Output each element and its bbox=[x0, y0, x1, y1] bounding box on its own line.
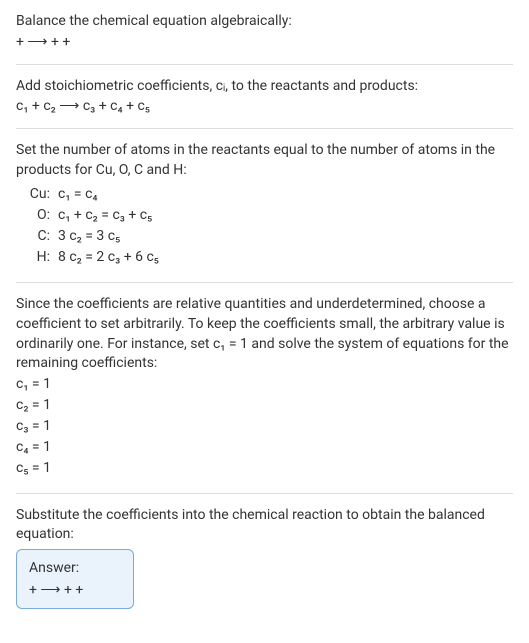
conditions-table: Cu: c₁ = c₄ O: c₁ + c₂ = c₃ + c₅ C: 3 c₂… bbox=[16, 184, 513, 268]
title-text: Balance the chemical equation algebraica… bbox=[16, 12, 513, 32]
section-add-coeffs: Add stoichiometric coefficients, cᵢ, to … bbox=[16, 77, 513, 130]
conditions-intro: Set the number of atoms in the reactants… bbox=[16, 141, 513, 180]
solution-item: c₅ = 1 bbox=[16, 458, 513, 479]
condition-equation: c₁ = c₄ bbox=[58, 184, 98, 205]
answer-equation: + ⟶ + + bbox=[29, 582, 83, 598]
arbitrary-intro: Since the coefficients are relative quan… bbox=[16, 295, 513, 373]
condition-equation: 8 c₂ = 2 c₃ + 6 c₅ bbox=[58, 247, 159, 268]
section-arbitrary: Since the coefficients are relative quan… bbox=[16, 295, 513, 493]
answer-label: Answer: bbox=[29, 560, 83, 576]
condition-label: C: bbox=[16, 226, 58, 247]
condition-equation: 3 c₂ = 3 c₅ bbox=[58, 226, 120, 247]
section-title: Balance the chemical equation algebraica… bbox=[16, 12, 513, 65]
section-substitute: Substitute the coefficients into the che… bbox=[16, 506, 513, 609]
condition-row: C: 3 c₂ = 3 c₅ bbox=[16, 226, 513, 247]
condition-label: Cu: bbox=[16, 184, 58, 205]
solution-item: c₃ = 1 bbox=[16, 416, 513, 437]
solution-item: c₄ = 1 bbox=[16, 437, 513, 458]
add-coeffs-intro: Add stoichiometric coefficients, cᵢ, to … bbox=[16, 77, 513, 97]
condition-row: O: c₁ + c₂ = c₃ + c₅ bbox=[16, 205, 513, 226]
section-conditions: Set the number of atoms in the reactants… bbox=[16, 141, 513, 283]
add-coeffs-equation: c₁ + c₂ ⟶ c₃ + c₄ + c₅ bbox=[16, 98, 513, 114]
condition-row: H: 8 c₂ = 2 c₃ + 6 c₅ bbox=[16, 247, 513, 268]
solution-item: c₁ = 1 bbox=[16, 374, 513, 395]
answer-box: Answer: + ⟶ + + bbox=[16, 549, 134, 609]
solution-item: c₂ = 1 bbox=[16, 395, 513, 416]
solutions-list: c₁ = 1 c₂ = 1 c₃ = 1 c₄ = 1 c₅ = 1 bbox=[16, 374, 513, 479]
condition-equation: c₁ + c₂ = c₃ + c₅ bbox=[58, 205, 152, 226]
condition-label: O: bbox=[16, 205, 58, 226]
title-equation: + ⟶ + + bbox=[16, 34, 513, 50]
condition-row: Cu: c₁ = c₄ bbox=[16, 184, 513, 205]
condition-label: H: bbox=[16, 247, 58, 268]
substitute-intro: Substitute the coefficients into the che… bbox=[16, 506, 513, 545]
